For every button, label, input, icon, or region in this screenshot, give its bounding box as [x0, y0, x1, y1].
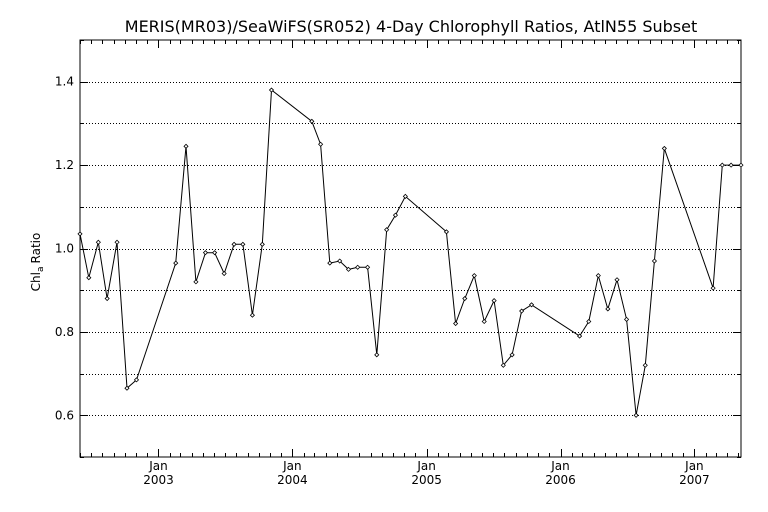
data-point — [95, 239, 101, 245]
data-point — [221, 270, 227, 277]
data-point — [595, 273, 601, 279]
data-point — [661, 145, 667, 151]
x-tick-label-month: Jan — [148, 459, 168, 473]
data-point — [327, 260, 333, 266]
x-tick-label-year: 2007 — [679, 473, 710, 487]
data-point — [365, 264, 371, 270]
data-point — [471, 273, 477, 279]
data-point — [519, 308, 525, 314]
y-tick-label: 0.6 — [55, 408, 74, 422]
data-point — [710, 285, 716, 291]
data-point — [614, 277, 620, 283]
data-point — [651, 258, 657, 264]
x-tick-label-month: Jan — [416, 459, 436, 473]
data-point — [500, 362, 506, 368]
data-point — [183, 143, 189, 149]
grid-lines — [80, 82, 741, 416]
y-axis-title-suffix: Ratio — [29, 233, 43, 264]
data-point — [240, 241, 246, 247]
data-point — [509, 352, 515, 358]
y-axis-title-sub: a — [36, 266, 46, 272]
x-tick-label-year: 2005 — [411, 473, 442, 487]
data-point — [309, 118, 315, 124]
series-line — [79, 89, 741, 416]
x-tick-label-year: 2003 — [143, 473, 174, 487]
y-tick-label: 1.0 — [55, 242, 74, 256]
data-point — [633, 412, 639, 418]
data-point — [124, 385, 130, 391]
x-tick-label-year: 2004 — [277, 473, 308, 487]
data-point — [402, 193, 408, 199]
x-tick-label-year: 2006 — [545, 473, 576, 487]
data-point — [86, 275, 92, 281]
series-layer — [77, 87, 744, 418]
data-point — [212, 250, 218, 256]
data-point — [133, 377, 140, 383]
x-tick-label-month: Jan — [684, 459, 704, 473]
data-point — [77, 231, 83, 237]
y-tick-label: 1.2 — [55, 158, 74, 172]
y-tick-label: 0.8 — [55, 325, 74, 339]
data-point — [355, 264, 361, 270]
data-point — [719, 162, 725, 168]
y-axis-title: Chla Ratio — [29, 233, 46, 292]
data-point — [481, 318, 487, 325]
x-tick-label-month: Jan — [282, 459, 302, 473]
data-point — [443, 229, 450, 235]
data-point — [738, 162, 744, 168]
data-point — [462, 295, 468, 302]
data-point — [249, 312, 255, 318]
data-point — [202, 250, 209, 256]
data-point — [231, 241, 237, 247]
data-point — [114, 239, 120, 245]
data-point — [104, 295, 110, 302]
data-point — [268, 87, 275, 93]
y-axis-title-main: Chl — [29, 272, 43, 291]
data-point — [173, 260, 179, 266]
chart-title: MERIS(MR03)/SeaWiFS(SR052) 4-Day Chlorop… — [125, 17, 697, 36]
plot-frame — [79, 39, 742, 458]
y-axis-ticks: 0.6 0.8 1.0 1.2 1.4 — [55, 40, 741, 458]
data-point — [337, 258, 343, 264]
data-point — [384, 227, 390, 233]
data-point — [259, 241, 265, 247]
data-point — [193, 279, 199, 285]
data-point — [345, 266, 352, 272]
data-point — [623, 316, 630, 322]
data-point — [374, 352, 380, 358]
y-tick-label: 1.4 — [55, 75, 74, 89]
data-point — [728, 162, 734, 168]
data-point — [528, 302, 535, 308]
data-point — [318, 141, 324, 147]
data-point — [642, 362, 648, 368]
data-point — [577, 333, 583, 339]
data-point — [392, 212, 399, 218]
data-point — [586, 318, 592, 325]
data-point — [453, 320, 459, 327]
data-point — [491, 298, 497, 304]
x-tick-label-month: Jan — [550, 459, 570, 473]
data-point — [605, 306, 611, 312]
